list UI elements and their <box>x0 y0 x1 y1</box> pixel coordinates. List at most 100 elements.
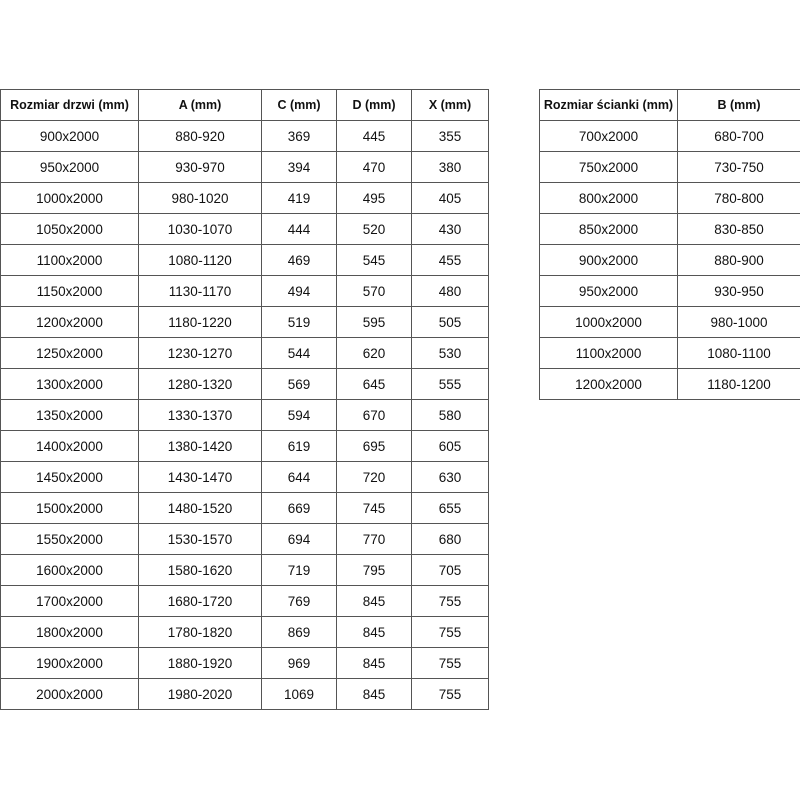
table-cell: 470 <box>336 151 412 183</box>
door-size-table: Rozmiar drzwi (mm) A (mm) C (mm) D (mm) X (m… <box>0 89 489 710</box>
table-cell: 845 <box>336 647 412 679</box>
table-cell: 419 <box>261 182 337 214</box>
table-cell: 630 <box>411 461 489 493</box>
table-cell: 405 <box>411 182 489 214</box>
table-cell: 1580-1620 <box>138 554 262 586</box>
column-header: C (mm) <box>261 89 337 121</box>
table-cell: 595 <box>336 306 412 338</box>
header-row: Rozmiar ścianki (mm) B (mm) <box>539 89 800 121</box>
table-cell: 1069 <box>261 678 337 710</box>
table-cell: 845 <box>336 585 412 617</box>
table-row: 2000x2000 1980-2020 1069 845 755 <box>0 678 489 710</box>
column-header: Rozmiar drzwi (mm) <box>0 89 139 121</box>
table-cell: 1080-1120 <box>138 244 262 276</box>
table-cell: 950x2000 <box>539 275 678 307</box>
column-header: B (mm) <box>677 89 800 121</box>
table-cell: 770 <box>336 523 412 555</box>
table-row: 900x2000 880-920 369 445 355 <box>0 120 489 152</box>
table-cell: 1980-2020 <box>138 678 262 710</box>
table-cell: 1380-1420 <box>138 430 262 462</box>
table-cell: 505 <box>411 306 489 338</box>
table-cell: 845 <box>336 678 412 710</box>
table-row: 900x2000 880-900 <box>539 244 800 276</box>
table-row: 1100x2000 1080-1120 469 545 455 <box>0 244 489 276</box>
table-row: 1000x2000 980-1020 419 495 405 <box>0 182 489 214</box>
table-row: 1350x2000 1330-1370 594 670 580 <box>0 399 489 431</box>
table-row: 1200x2000 1180-1220 519 595 505 <box>0 306 489 338</box>
table-cell: 1780-1820 <box>138 616 262 648</box>
table-cell: 980-1020 <box>138 182 262 214</box>
table-cell: 1030-1070 <box>138 213 262 245</box>
table-cell: 355 <box>411 120 489 152</box>
table-cell: 980-1000 <box>677 306 800 338</box>
table-cell: 1180-1220 <box>138 306 262 338</box>
table-row: 1250x2000 1230-1270 544 620 530 <box>0 337 489 369</box>
table-cell: 900x2000 <box>539 244 678 276</box>
table-cell: 719 <box>261 554 337 586</box>
table-cell: 620 <box>336 337 412 369</box>
table-cell: 880-900 <box>677 244 800 276</box>
table-cell: 969 <box>261 647 337 679</box>
table-cell: 1680-1720 <box>138 585 262 617</box>
table-cell: 480 <box>411 275 489 307</box>
table-cell: 2000x2000 <box>0 678 139 710</box>
table-cell: 730-750 <box>677 151 800 183</box>
table-cell: 900x2000 <box>0 120 139 152</box>
table-row: 1150x2000 1130-1170 494 570 480 <box>0 275 489 307</box>
table-row: 1100x2000 1080-1100 <box>539 337 800 369</box>
table-cell: 580 <box>411 399 489 431</box>
table-cell: 495 <box>336 182 412 214</box>
table-cell: 605 <box>411 430 489 462</box>
table-cell: 850x2000 <box>539 213 678 245</box>
table-cell: 544 <box>261 337 337 369</box>
column-header: X (mm) <box>411 89 489 121</box>
table-row: 800x2000 780-800 <box>539 182 800 214</box>
table-cell: 1550x2000 <box>0 523 139 555</box>
table-cell: 780-800 <box>677 182 800 214</box>
table-cell: 1200x2000 <box>539 368 678 400</box>
table-cell: 1700x2000 <box>0 585 139 617</box>
table-row: 850x2000 830-850 <box>539 213 800 245</box>
table-cell: 869 <box>261 616 337 648</box>
table-cell: 1350x2000 <box>0 399 139 431</box>
table-cell: 680-700 <box>677 120 800 152</box>
table-row: 1600x2000 1580-1620 719 795 705 <box>0 554 489 586</box>
table-cell: 570 <box>336 275 412 307</box>
column-header: A (mm) <box>138 89 262 121</box>
table-row: 1300x2000 1280-1320 569 645 555 <box>0 368 489 400</box>
table-cell: 655 <box>411 492 489 524</box>
table-cell: 1200x2000 <box>0 306 139 338</box>
table-cell: 1500x2000 <box>0 492 139 524</box>
table-cell: 1150x2000 <box>0 275 139 307</box>
table-cell: 1080-1100 <box>677 337 800 369</box>
table-row: 1900x2000 1880-1920 969 845 755 <box>0 647 489 679</box>
table-cell: 1430-1470 <box>138 461 262 493</box>
table-cell: 670 <box>336 399 412 431</box>
table-cell: 1130-1170 <box>138 275 262 307</box>
table-row: 1550x2000 1530-1570 694 770 680 <box>0 523 489 555</box>
table-cell: 1300x2000 <box>0 368 139 400</box>
table-row: 1400x2000 1380-1420 619 695 605 <box>0 430 489 462</box>
column-header: D (mm) <box>336 89 412 121</box>
table-cell: 380 <box>411 151 489 183</box>
table-cell: 1000x2000 <box>0 182 139 214</box>
column-header: Rozmiar ścianki (mm) <box>539 89 678 121</box>
table-cell: 795 <box>336 554 412 586</box>
table-cell: 645 <box>336 368 412 400</box>
table-row: 1700x2000 1680-1720 769 845 755 <box>0 585 489 617</box>
table-cell: 1330-1370 <box>138 399 262 431</box>
table-cell: 1280-1320 <box>138 368 262 400</box>
table-cell: 830-850 <box>677 213 800 245</box>
table-cell: 745 <box>336 492 412 524</box>
table-cell: 619 <box>261 430 337 462</box>
table-cell: 494 <box>261 275 337 307</box>
table-cell: 469 <box>261 244 337 276</box>
table-cell: 1880-1920 <box>138 647 262 679</box>
table-cell: 669 <box>261 492 337 524</box>
table-cell: 950x2000 <box>0 151 139 183</box>
table-cell: 430 <box>411 213 489 245</box>
table-cell: 680 <box>411 523 489 555</box>
table-cell: 1530-1570 <box>138 523 262 555</box>
table-cell: 1050x2000 <box>0 213 139 245</box>
table-cell: 444 <box>261 213 337 245</box>
